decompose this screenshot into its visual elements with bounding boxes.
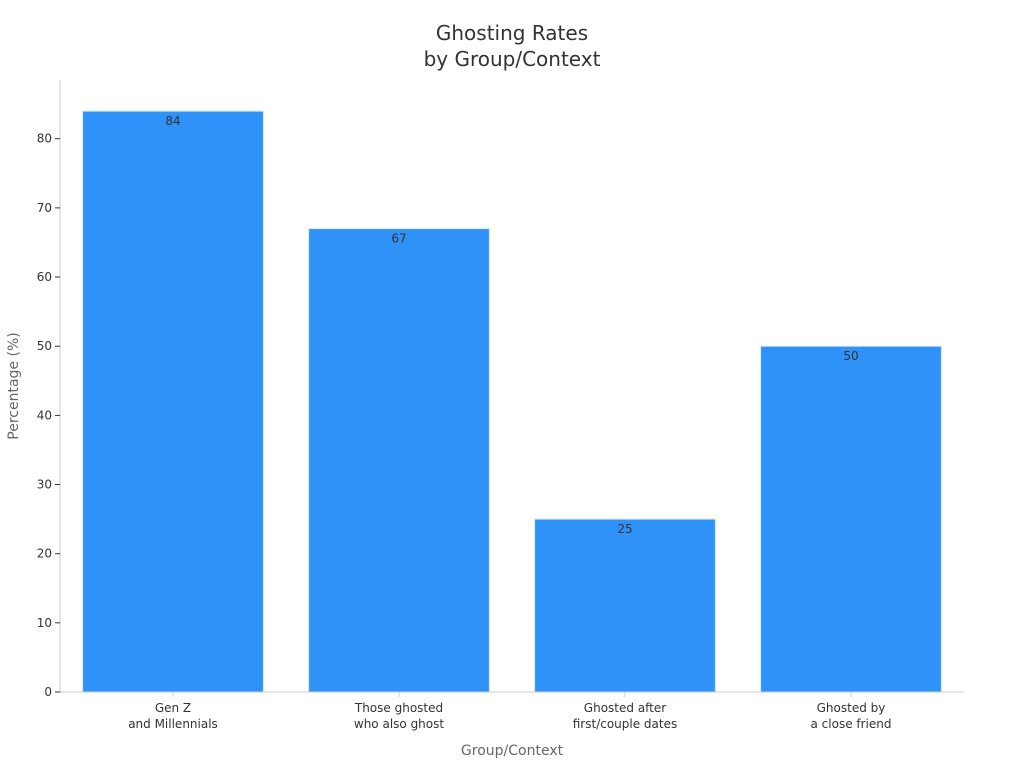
y-tick-label-1: 10	[37, 616, 52, 630]
bar-3	[760, 345, 942, 693]
x-tick-label-1-line-0: Those ghosted	[354, 701, 443, 715]
y-tick-label-5: 50	[37, 339, 52, 353]
x-tick-label-0-line-0: Gen Z	[155, 701, 191, 715]
plot-area: 84 67 25 50	[82, 110, 942, 693]
bar-value-label-0: 84	[165, 114, 180, 128]
x-tick-label-2-line-1: first/couple dates	[573, 717, 678, 731]
y-tick-label-6: 60	[37, 270, 52, 284]
y-tick-label-3: 30	[37, 478, 52, 492]
x-axis-ticks: Gen Z and Millennials Those ghosted who als…	[128, 692, 892, 731]
x-tick-label-3-line-0: Ghosted by	[817, 701, 886, 715]
x-tick-label-1-line-1: who also ghost	[354, 717, 444, 731]
y-axis-ticks: 0 10 20 30 40 50 60 70 80	[37, 132, 60, 699]
bar-2	[534, 518, 716, 693]
bar-1	[308, 228, 490, 693]
y-tick-label-4: 40	[37, 408, 52, 422]
y-axis-label: Percentage (%)	[6, 332, 22, 439]
bar-value-label-3: 50	[843, 349, 858, 363]
y-tick-label-8: 80	[37, 132, 52, 146]
bar-value-label-1: 67	[391, 232, 406, 246]
bar-0	[82, 110, 264, 693]
y-tick-label-0: 0	[44, 685, 52, 699]
x-tick-label-3-line-1: a close friend	[811, 717, 892, 731]
x-tick-label-2-line-0: Ghosted after	[584, 701, 666, 715]
x-tick-label-0-line-1: and Millennials	[128, 717, 218, 731]
x-axis-label: Group/Context	[461, 743, 564, 759]
chart-title-line-1: Ghosting Rates	[436, 21, 588, 45]
bar-value-label-2: 25	[617, 522, 632, 536]
y-tick-label-2: 20	[37, 547, 52, 561]
y-tick-label-7: 70	[37, 201, 52, 215]
chart-title-line-2: by Group/Context	[424, 47, 601, 71]
